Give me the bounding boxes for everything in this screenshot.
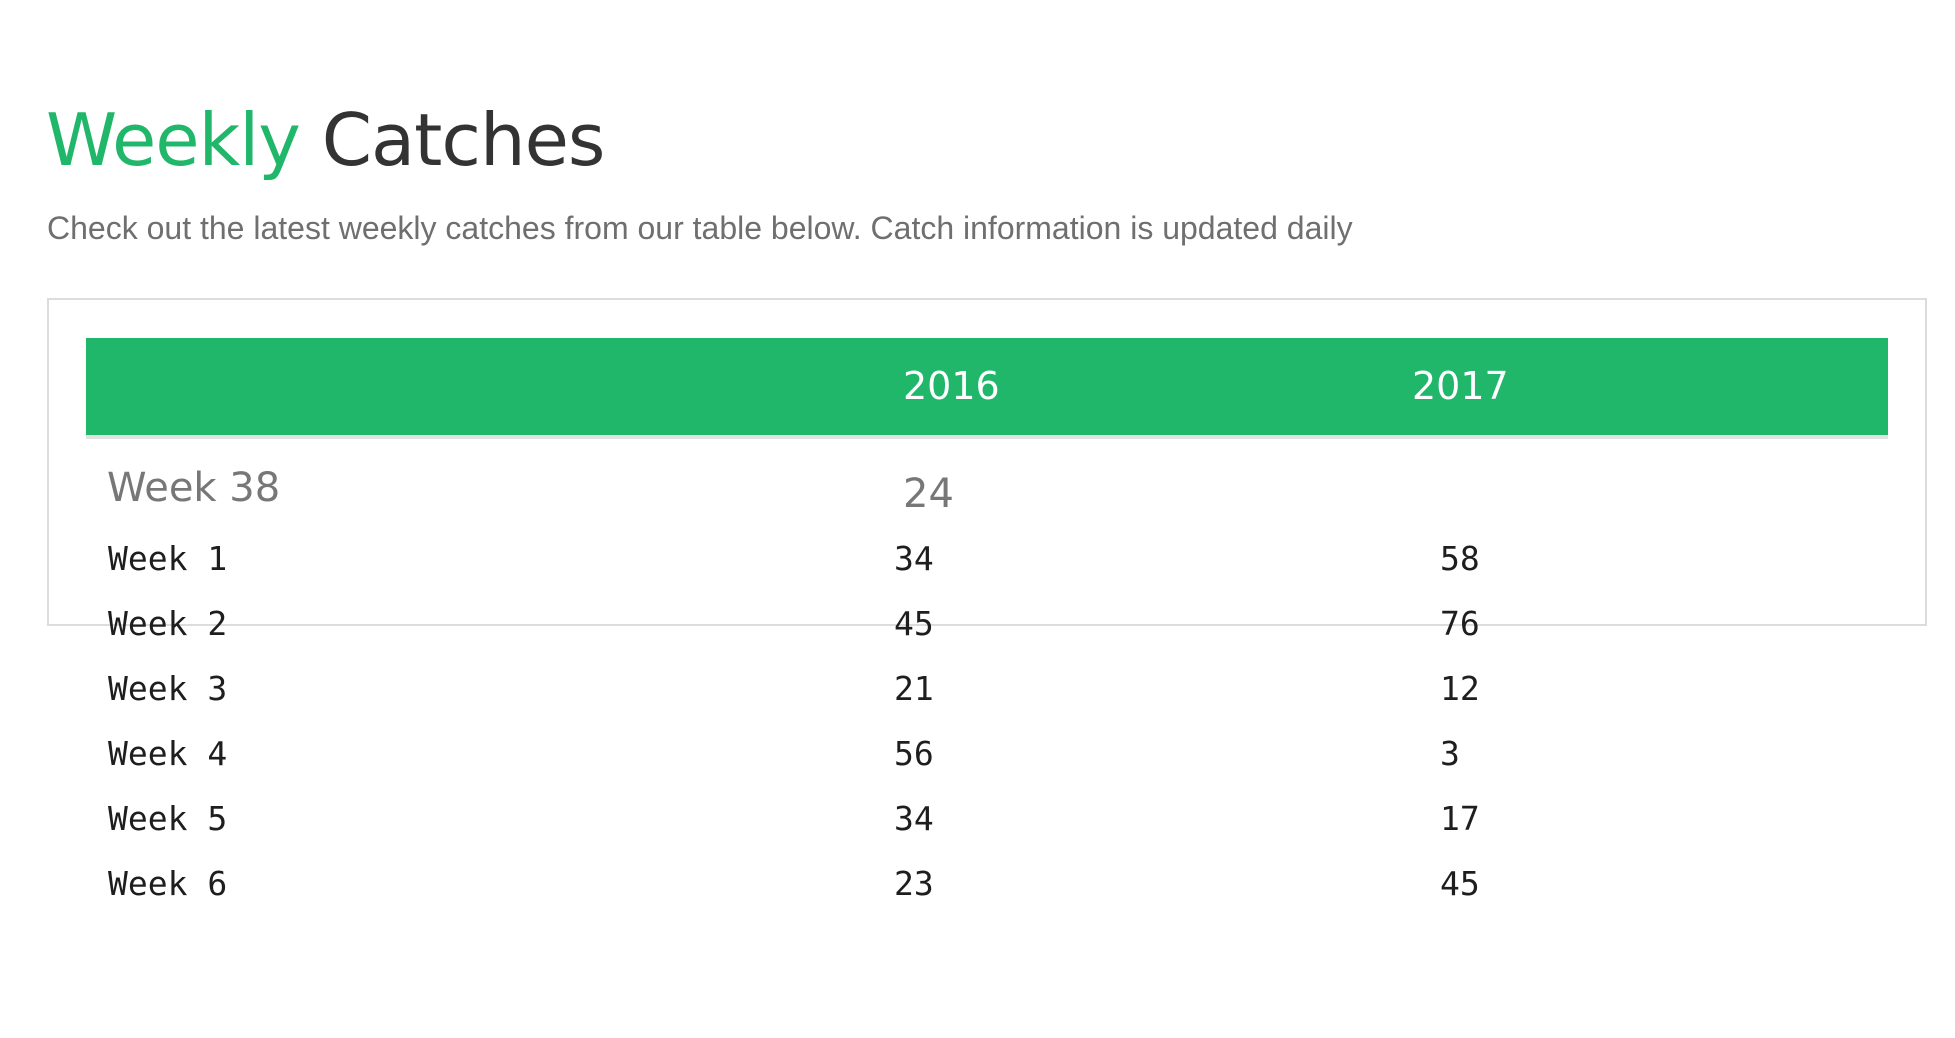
- week-cell: Week 1: [108, 539, 228, 578]
- column-header-2017: 2017: [1412, 364, 1509, 408]
- page-title-rest: Catches: [321, 98, 606, 182]
- week-cell: Week 4: [108, 734, 228, 773]
- table-header: 2016 2017: [86, 338, 1888, 439]
- value-2016-cell: 34: [894, 799, 934, 838]
- column-header-2016: 2016: [903, 364, 1000, 408]
- value-2016-cell: 34: [894, 539, 934, 578]
- value-2017-cell: 3: [1440, 734, 1460, 773]
- value-2017-cell: 76: [1440, 604, 1480, 643]
- value-2017-cell: 45: [1440, 864, 1480, 903]
- page-title: Weekly Catches: [46, 96, 606, 184]
- table-frame: [47, 298, 1927, 626]
- value-2017-cell: 12: [1440, 669, 1480, 708]
- value-2016-cell: 23: [894, 864, 934, 903]
- week-cell: Week 3: [108, 669, 228, 708]
- week-cell: Week 2: [108, 604, 228, 643]
- week-cell: Week 38: [107, 465, 281, 511]
- value-2016-cell: 56: [894, 734, 934, 773]
- page-subtitle: Check out the latest weekly catches from…: [47, 210, 1353, 246]
- page-title-accent: Weekly: [46, 98, 301, 182]
- value-2017-cell: 58: [1440, 539, 1480, 578]
- value-2016-cell: 45: [894, 604, 934, 643]
- week-cell: Week 5: [108, 799, 228, 838]
- value-2017-cell: 17: [1440, 799, 1480, 838]
- value-2016-cell: 24: [903, 471, 954, 517]
- week-cell: Week 6: [108, 864, 228, 903]
- value-2016-cell: 21: [894, 669, 934, 708]
